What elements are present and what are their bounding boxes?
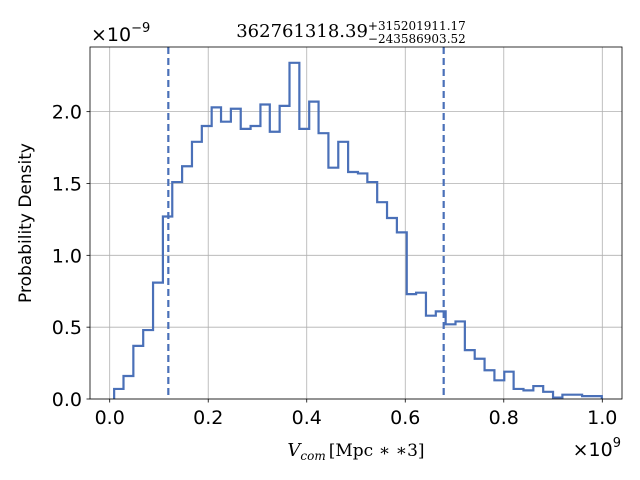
x-offset-exponent: 9 xyxy=(613,436,621,451)
x-axis-label: Vcom [Mpc ∗ ∗3] xyxy=(287,440,424,463)
y-tick-label: 2.0 xyxy=(52,102,82,124)
x-axis-offset-label: ×109 xyxy=(573,436,621,461)
title-upper-error: +315201911.17 xyxy=(368,19,466,33)
x-axis-label-variable: V xyxy=(287,440,302,461)
y-offset-base: ×10 xyxy=(91,24,131,46)
title-lower-error: −243586903.52 xyxy=(368,32,466,46)
histogram-outline xyxy=(113,61,603,399)
x-tick-label: 0.6 xyxy=(390,407,420,429)
y-axis-offset-label: ×10−9 xyxy=(91,21,150,46)
y-tick-label: 1.5 xyxy=(52,173,82,195)
histogram-series xyxy=(113,61,603,399)
x-axis-label-subscript: com xyxy=(300,449,325,463)
x-axis-label-unit: [Mpc ∗ ∗3] xyxy=(329,441,425,461)
credible-interval-lines xyxy=(167,47,445,399)
y-axis-ticks: 0.0 0.5 1.0 1.5 2.0 xyxy=(52,102,90,411)
x-tick-label: 0.4 xyxy=(292,407,322,429)
y-axis-label: Probability Density xyxy=(16,143,36,303)
y-tick-label: 0.0 xyxy=(52,389,82,411)
x-tick-label: 0.8 xyxy=(489,407,519,429)
x-tick-label: 1.0 xyxy=(587,407,617,429)
y-tick-label: 0.5 xyxy=(52,317,82,339)
x-tick-label: 0.0 xyxy=(95,407,125,429)
x-axis-ticks: 0.0 0.2 0.4 0.6 0.8 1.0 xyxy=(95,399,617,429)
y-tick-label: 1.0 xyxy=(52,245,82,267)
title-median: 362761318.39 xyxy=(236,21,368,42)
plot-frame xyxy=(89,46,623,400)
grid xyxy=(90,47,622,400)
x-tick-label: 0.2 xyxy=(193,407,223,429)
x-offset-base: ×10 xyxy=(573,439,613,461)
y-offset-exponent: −9 xyxy=(131,21,150,36)
chart-title: 362761318.39+315201911.17 −243586903.52 xyxy=(236,19,466,46)
